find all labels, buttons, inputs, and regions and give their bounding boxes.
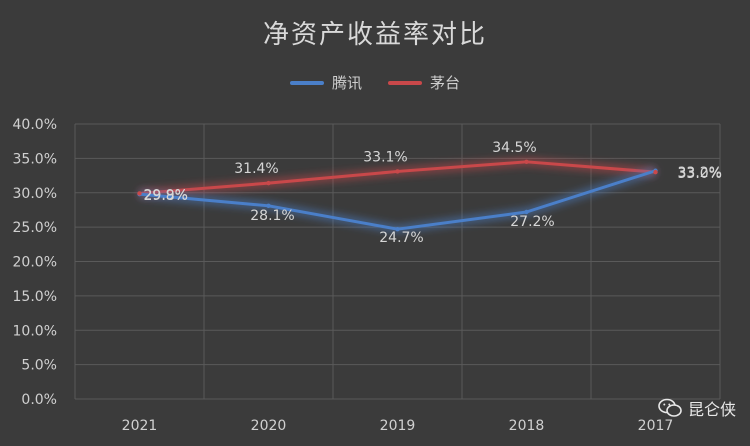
legend-item-maotai: 茅台 [388, 72, 460, 93]
data-point-tencent [266, 203, 271, 209]
data-label-maotai: 34.5% [492, 140, 536, 156]
data-label-tencent: 27.2% [510, 214, 554, 230]
data-label-maotai: 33.0% [678, 166, 722, 182]
legend-label-tencent: 腾讯 [331, 74, 362, 92]
x-tick-label: 2019 [380, 418, 416, 434]
data-point-maotai [137, 191, 142, 196]
series-line-tencent [139, 169, 656, 231]
data-point-maotai [266, 180, 271, 186]
y-tick-label: 10.0% [13, 323, 57, 339]
data-label-tencent: 33.2% [678, 165, 722, 181]
y-tick-label: 5.0% [21, 358, 57, 374]
series-line-maotai [139, 160, 656, 195]
y-tick-label: 35.0% [13, 151, 57, 167]
data-point-tencent [524, 209, 529, 215]
data-point-maotai [395, 169, 400, 174]
data-label-maotai: 31.4% [234, 161, 278, 177]
y-tick-label: 25.0% [13, 220, 57, 236]
data-label-maotai: 29.9% [144, 187, 188, 203]
legend-swatch-tencent [289, 80, 324, 85]
x-tick-label: 2021 [122, 418, 158, 434]
y-tick-label: 20.0% [13, 255, 57, 271]
x-tick-label: 2018 [509, 418, 545, 434]
data-point-maotai [524, 159, 529, 165]
data-label-maotai: 33.1% [363, 149, 407, 165]
data-point-tencent [395, 226, 400, 232]
legend-swatch-maotai [388, 80, 422, 85]
legend-item-tencent: 腾讯 [289, 72, 362, 93]
y-tick-label: 40.0% [13, 117, 57, 133]
y-tick-label: 0.0% [21, 392, 57, 408]
x-tick-label: 2020 [251, 418, 287, 434]
data-point-maotai [653, 169, 658, 175]
data-label-tencent: 29.8% [144, 188, 188, 204]
wechat-icon [658, 398, 682, 417]
x-tick-label: 2017 [638, 418, 674, 434]
chart-title: 净资产收益率对比 [262, 20, 487, 50]
data-label-tencent: 24.7% [379, 230, 423, 246]
watermark: 昆仑侠 [658, 396, 736, 420]
y-tick-label: 30.0% [13, 186, 57, 202]
watermark-text: 昆仑侠 [687, 400, 736, 419]
y-tick-label: 15.0% [13, 289, 57, 305]
legend: 腾讯 茅台 [0, 72, 750, 93]
data-label-tencent: 28.1% [250, 208, 294, 224]
legend-label-maotai: 茅台 [430, 74, 461, 92]
